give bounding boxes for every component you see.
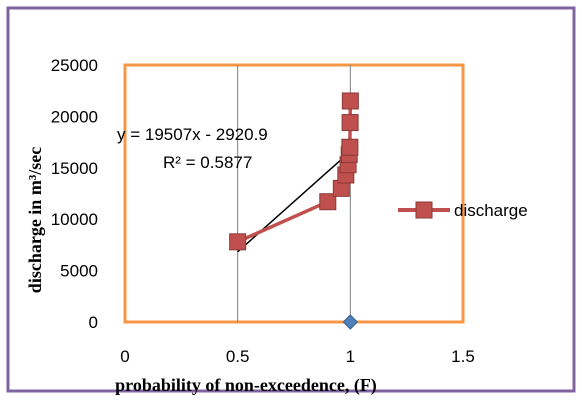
x-tick-label: 0.5 [226,347,250,366]
data-point-diamond [342,314,359,330]
y-tick-label: 20000 [51,107,98,126]
legend-label: discharge [454,201,528,220]
trendline-equation: y = 19507x - 2920.9 [117,125,268,144]
trendline-r-squared: R² = 0.5877 [163,153,252,172]
plot-area [123,63,465,324]
x-tick-label: 0 [120,347,129,366]
y-tick-label: 10000 [51,210,98,229]
data-point-square [341,92,359,110]
y-tick-label: 5000 [60,262,98,281]
data-point-square [341,114,359,132]
x-axis-ticks: 0 0.5 1 1.5 [120,347,475,366]
data-point-square [341,138,359,156]
legend-marker [415,201,433,219]
data-point-square [229,233,247,251]
y-axis-title: discharge in m³/sec [25,147,45,293]
y-tick-label: 25000 [51,56,98,75]
y-tick-label: 15000 [51,159,98,178]
x-tick-label: 1 [346,347,355,366]
data-point-square [319,193,337,211]
x-axis-title: probability of non-exceedence, (F) [115,375,377,396]
y-tick-label: 0 [89,313,98,332]
y-axis-ticks: 0 5000 10000 15000 20000 25000 [51,56,98,332]
x-tick-label: 1.5 [451,347,475,366]
legend: discharge [398,201,528,220]
series-group [229,92,359,330]
